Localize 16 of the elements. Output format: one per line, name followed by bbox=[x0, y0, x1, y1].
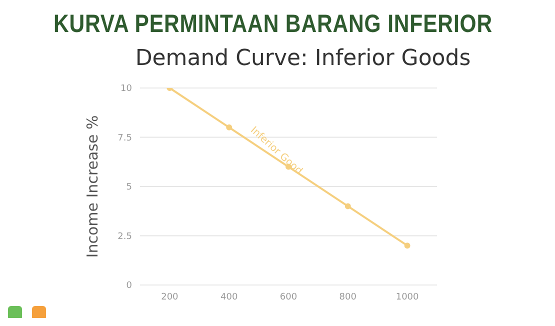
point bbox=[404, 242, 410, 249]
x-tick-label: 200 bbox=[161, 292, 179, 302]
y-tick-label: 2.5 bbox=[118, 232, 132, 242]
point bbox=[226, 124, 232, 130]
x-tick-label: 600 bbox=[280, 292, 298, 302]
y-tick-label: 10 bbox=[120, 84, 132, 94]
x-tick-label: 400 bbox=[220, 292, 238, 302]
y-tick-label: 0 bbox=[126, 281, 132, 292]
y-tick-label: 5 bbox=[126, 182, 132, 193]
chart-subtitle: Demand Curve: Inferior Goods bbox=[134, 46, 472, 71]
x-tick-label: 800 bbox=[339, 292, 357, 302]
point bbox=[344, 203, 351, 210]
x-tick-label: 1000 bbox=[396, 292, 420, 302]
chart-title: KURVA PERMINTAAN BARANG INFERIOR bbox=[52, 10, 494, 39]
y-tick-label: 7.5 bbox=[118, 133, 132, 144]
y-axis-title: Income Increase % bbox=[83, 115, 102, 258]
